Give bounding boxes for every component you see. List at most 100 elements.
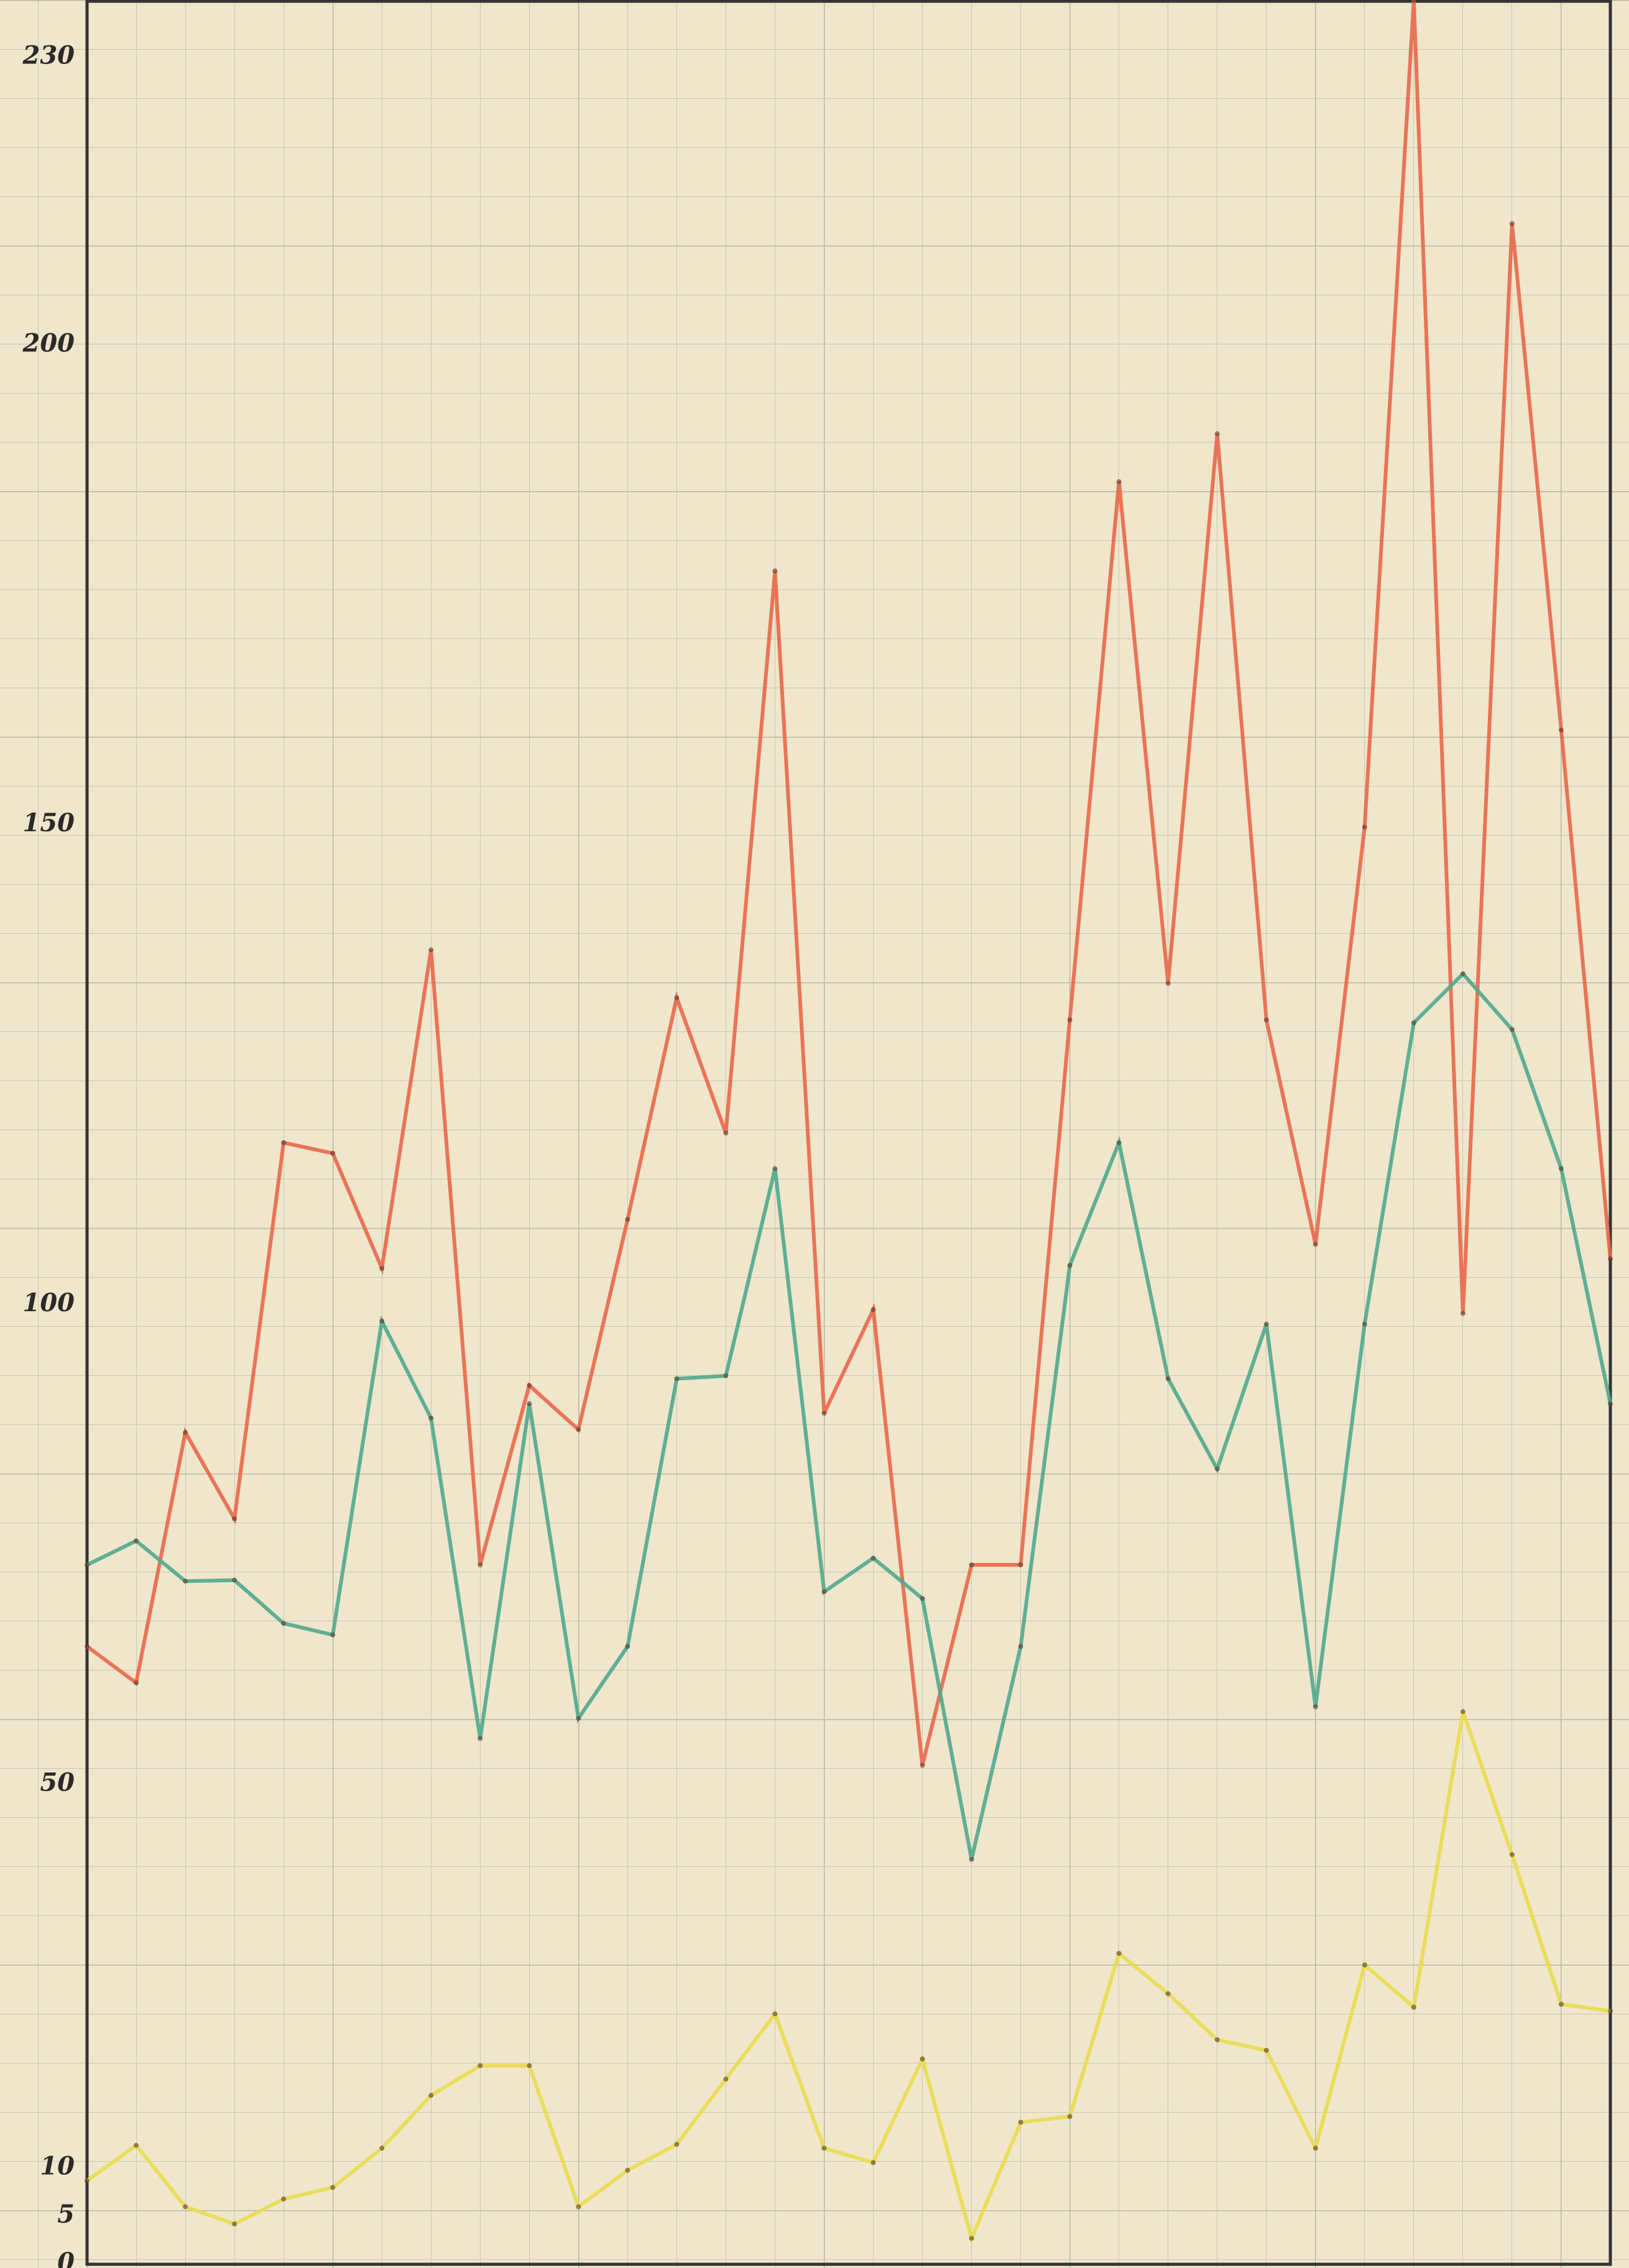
point [625, 1217, 630, 1222]
point [1608, 1401, 1613, 1406]
point [330, 2185, 336, 2190]
point [1165, 1991, 1171, 1996]
point [134, 1538, 139, 1544]
point [1411, 0, 1416, 2]
point [1362, 1321, 1367, 1327]
point [821, 1589, 827, 1595]
point [428, 2093, 434, 2098]
point [281, 1621, 287, 1626]
point [1509, 1852, 1515, 1858]
point [85, 1562, 90, 1567]
series-line [86, 1711, 1611, 2244]
point [330, 1632, 336, 1638]
point [625, 1644, 630, 1649]
plot-frame [85, 0, 1612, 2266]
point [1214, 431, 1220, 436]
point [969, 2236, 974, 2241]
point [576, 2204, 581, 2210]
point [478, 2063, 483, 2068]
point [1362, 1962, 1367, 1968]
point [1411, 2004, 1416, 2010]
point [1116, 479, 1122, 484]
point [527, 1383, 532, 1388]
point [232, 2221, 238, 2227]
point [1018, 2119, 1023, 2125]
point [723, 2077, 729, 2082]
point [379, 2146, 385, 2151]
y-tick-label: 0 [57, 2247, 75, 2268]
point [1509, 1026, 1515, 1032]
point [478, 1562, 483, 1567]
point [1165, 980, 1171, 986]
point [674, 995, 680, 1000]
point [1313, 1242, 1318, 1247]
point [428, 1415, 434, 1421]
point [1067, 1017, 1073, 1023]
point [85, 1644, 90, 1649]
point [428, 947, 434, 952]
point [1313, 2146, 1318, 2151]
series-line [86, 0, 1612, 1766]
point [1362, 824, 1367, 830]
point [1018, 1644, 1023, 1649]
point [1608, 1256, 1613, 1261]
y-tick-label: 100 [23, 1288, 75, 1317]
point [772, 2011, 778, 2017]
point [821, 1411, 827, 1416]
point [527, 1401, 532, 1406]
y-tick-label: 10 [40, 2152, 75, 2181]
point [674, 1376, 680, 1381]
point [920, 2056, 925, 2062]
point [723, 1130, 729, 1136]
point [870, 2160, 876, 2165]
point [1214, 2037, 1220, 2042]
point [1558, 727, 1564, 733]
point [772, 568, 778, 574]
point [674, 2142, 680, 2147]
point [1460, 1709, 1465, 1715]
point [576, 1427, 581, 1432]
y-tick-label: 5 [57, 2200, 75, 2229]
series-line [86, 971, 1612, 1860]
point [870, 1556, 876, 1561]
point [1116, 1950, 1122, 1956]
point [232, 1516, 238, 1521]
point [1263, 2047, 1269, 2053]
point [969, 1562, 974, 1567]
point [527, 2063, 532, 2068]
point [183, 1430, 188, 1436]
point [1558, 2001, 1564, 2007]
point [969, 1856, 974, 1862]
y-tick-label: 50 [40, 1768, 75, 1797]
y-tick-label: 200 [22, 329, 75, 358]
point [1067, 2114, 1073, 2119]
point [478, 1736, 483, 1741]
point [821, 2146, 827, 2151]
point [576, 1715, 581, 1721]
point [625, 2167, 630, 2173]
point [1165, 1376, 1171, 1381]
point [1067, 1263, 1073, 1268]
point [1313, 1704, 1318, 1710]
point [1460, 1311, 1465, 1316]
point [1263, 1321, 1269, 1327]
point [870, 1307, 876, 1312]
point [1018, 1562, 1023, 1567]
point [920, 1763, 925, 1768]
point [281, 1140, 287, 1145]
point [1460, 971, 1465, 977]
point [85, 2178, 90, 2183]
point [920, 1596, 925, 1602]
point [183, 2204, 188, 2210]
point [1116, 1140, 1122, 1145]
point [1608, 2008, 1613, 2014]
y-tick-label: 230 [22, 41, 75, 70]
point [134, 1680, 139, 1685]
point [1509, 221, 1515, 226]
point [183, 1579, 188, 1584]
point [1411, 1020, 1416, 1026]
point [1263, 1017, 1269, 1023]
point [330, 1150, 336, 1156]
